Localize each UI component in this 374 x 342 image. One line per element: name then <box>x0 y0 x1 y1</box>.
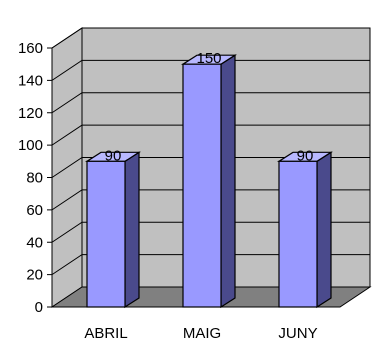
y-tick-label: 140 <box>18 72 43 89</box>
y-tick-label: 120 <box>18 105 43 122</box>
x-tick-label: JUNY <box>278 325 317 342</box>
x-tick-label: MAIG <box>183 325 221 342</box>
bar-juny: 90 <box>276 147 334 309</box>
y-tick-label: 100 <box>18 137 43 154</box>
bar-front <box>278 160 318 308</box>
bar-side <box>124 151 140 309</box>
gridline <box>51 189 370 211</box>
data-label: 150 <box>196 50 221 67</box>
y-tick-label: 160 <box>18 40 43 57</box>
gridline <box>51 221 370 243</box>
gridline <box>51 92 370 114</box>
y-tick-label: 0 <box>35 299 43 316</box>
chart-gridlines <box>47 27 370 308</box>
y-tick-label: 60 <box>26 202 43 219</box>
data-label: 90 <box>105 147 122 164</box>
y-tick-label: 20 <box>26 267 43 284</box>
chart-bars: 90 150 90 <box>84 50 334 309</box>
bar-front <box>182 63 222 308</box>
bar-maig: 150 <box>180 50 238 309</box>
bar-side <box>316 151 332 309</box>
bar-front <box>86 160 126 308</box>
bar-abril: 90 <box>84 147 142 309</box>
data-label: 90 <box>297 147 314 164</box>
y-axis-tick-labels: 0 20 40 60 80 100 120 140 160 <box>18 40 43 316</box>
x-axis-tick-labels: ABRIL MAIG JUNY <box>84 325 317 342</box>
y-tick-label: 80 <box>26 170 43 187</box>
x-tick-label: ABRIL <box>84 325 127 342</box>
gridline <box>51 157 370 178</box>
gridline <box>51 124 370 146</box>
gridline <box>51 27 370 49</box>
gridline <box>51 59 370 81</box>
y-tick-label: 40 <box>26 234 43 251</box>
gridline <box>51 254 370 276</box>
bar-side <box>220 54 236 309</box>
